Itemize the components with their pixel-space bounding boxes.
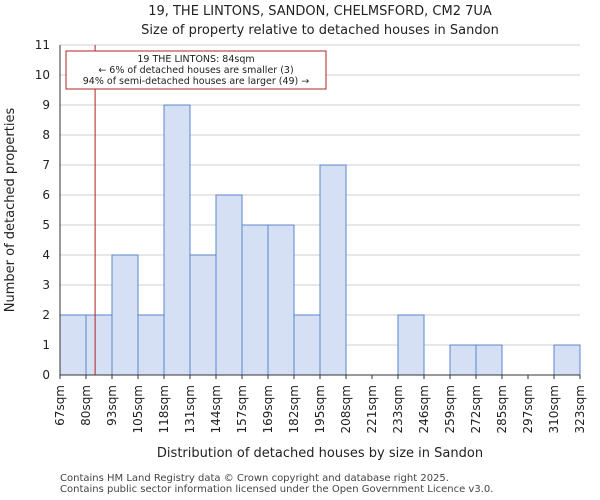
- histogram-bar: [85, 314, 113, 376]
- x-tick-label: 118sqm: [157, 385, 171, 433]
- histogram-bar: [475, 344, 503, 376]
- x-tick-label: 233sqm: [391, 385, 405, 433]
- x-tick-label: 195sqm: [313, 385, 327, 433]
- histogram-bar: [319, 164, 347, 376]
- x-tick-label: 297sqm: [521, 385, 535, 433]
- histogram-bar: [293, 314, 321, 376]
- annotation-title: 19 THE LINTONS: 84sqm: [137, 54, 254, 65]
- x-tick-label: 80sqm: [79, 385, 93, 426]
- x-axis-label: Distribution of detached houses by size …: [157, 446, 483, 461]
- x-tick-label: 246sqm: [417, 385, 431, 433]
- y-tick-label: 0: [42, 368, 50, 382]
- y-axis-label: Number of detached properties: [3, 108, 18, 313]
- x-tick-label: 272sqm: [469, 385, 483, 433]
- annotation-box: [65, 50, 327, 90]
- x-tick-label: 259sqm: [443, 385, 457, 433]
- chart-subtitle: Size of property relative to detached ho…: [141, 23, 499, 38]
- histogram-bar: [215, 194, 243, 376]
- histogram-bar: [397, 314, 425, 376]
- histogram-bar: [449, 344, 477, 376]
- y-tick-label: 7: [42, 158, 50, 172]
- x-tick-label: 67sqm: [53, 385, 67, 426]
- x-tick-label: 221sqm: [365, 385, 379, 433]
- x-tick-label: 169sqm: [261, 385, 275, 433]
- histogram-bar: [553, 344, 581, 376]
- histogram-bar: [163, 104, 191, 376]
- histogram-bar: [137, 314, 165, 376]
- x-tick-label: 144sqm: [209, 385, 223, 433]
- x-tick-label: 285sqm: [495, 385, 509, 433]
- x-tick-label: 105sqm: [131, 385, 145, 433]
- histogram-bar: [267, 224, 295, 376]
- histogram-bar: [111, 254, 139, 376]
- y-tick-label: 6: [42, 188, 50, 202]
- footer-line-1: Contains HM Land Registry data © Crown c…: [60, 473, 449, 484]
- y-tick-label: 4: [42, 248, 50, 262]
- y-tick-label: 9: [42, 98, 50, 112]
- annotation-larger-text: 94% of semi-detached houses are larger (…: [83, 76, 310, 87]
- y-tick-label: 3: [42, 278, 50, 292]
- y-tick-label: 10: [35, 68, 50, 82]
- x-tick-label: 93sqm: [105, 385, 119, 426]
- y-tick-label: 1: [42, 338, 50, 352]
- footer-line-2: Contains public sector information licen…: [60, 484, 494, 495]
- y-tick-label: 5: [42, 218, 50, 232]
- x-tick-label: 131sqm: [183, 385, 197, 433]
- y-tick-label: 8: [42, 128, 50, 142]
- y-tick-label: 11: [35, 38, 50, 52]
- histogram-bar: [241, 224, 269, 376]
- x-tick-label: 157sqm: [235, 385, 249, 433]
- plot-area: 0 1 2 3 4 5 6 7 8 9 10 11 67sqm 80sqm 93sqm 105sqm 118sq…: [35, 38, 587, 433]
- histogram-bar: [59, 314, 87, 376]
- x-tick-label: 208sqm: [339, 385, 353, 433]
- annotation-smaller-text: ← 6% of detached houses are smaller (3): [98, 65, 293, 76]
- x-tick-label: 310sqm: [547, 385, 561, 433]
- chart-title: 19, THE LINTONS, SANDON, CHELMSFORD, CM2…: [148, 4, 492, 19]
- histogram-bar: [189, 254, 217, 376]
- x-tick-label: 182sqm: [287, 385, 301, 433]
- x-tick-label: 323sqm: [573, 385, 587, 433]
- y-tick-label: 2: [42, 308, 50, 322]
